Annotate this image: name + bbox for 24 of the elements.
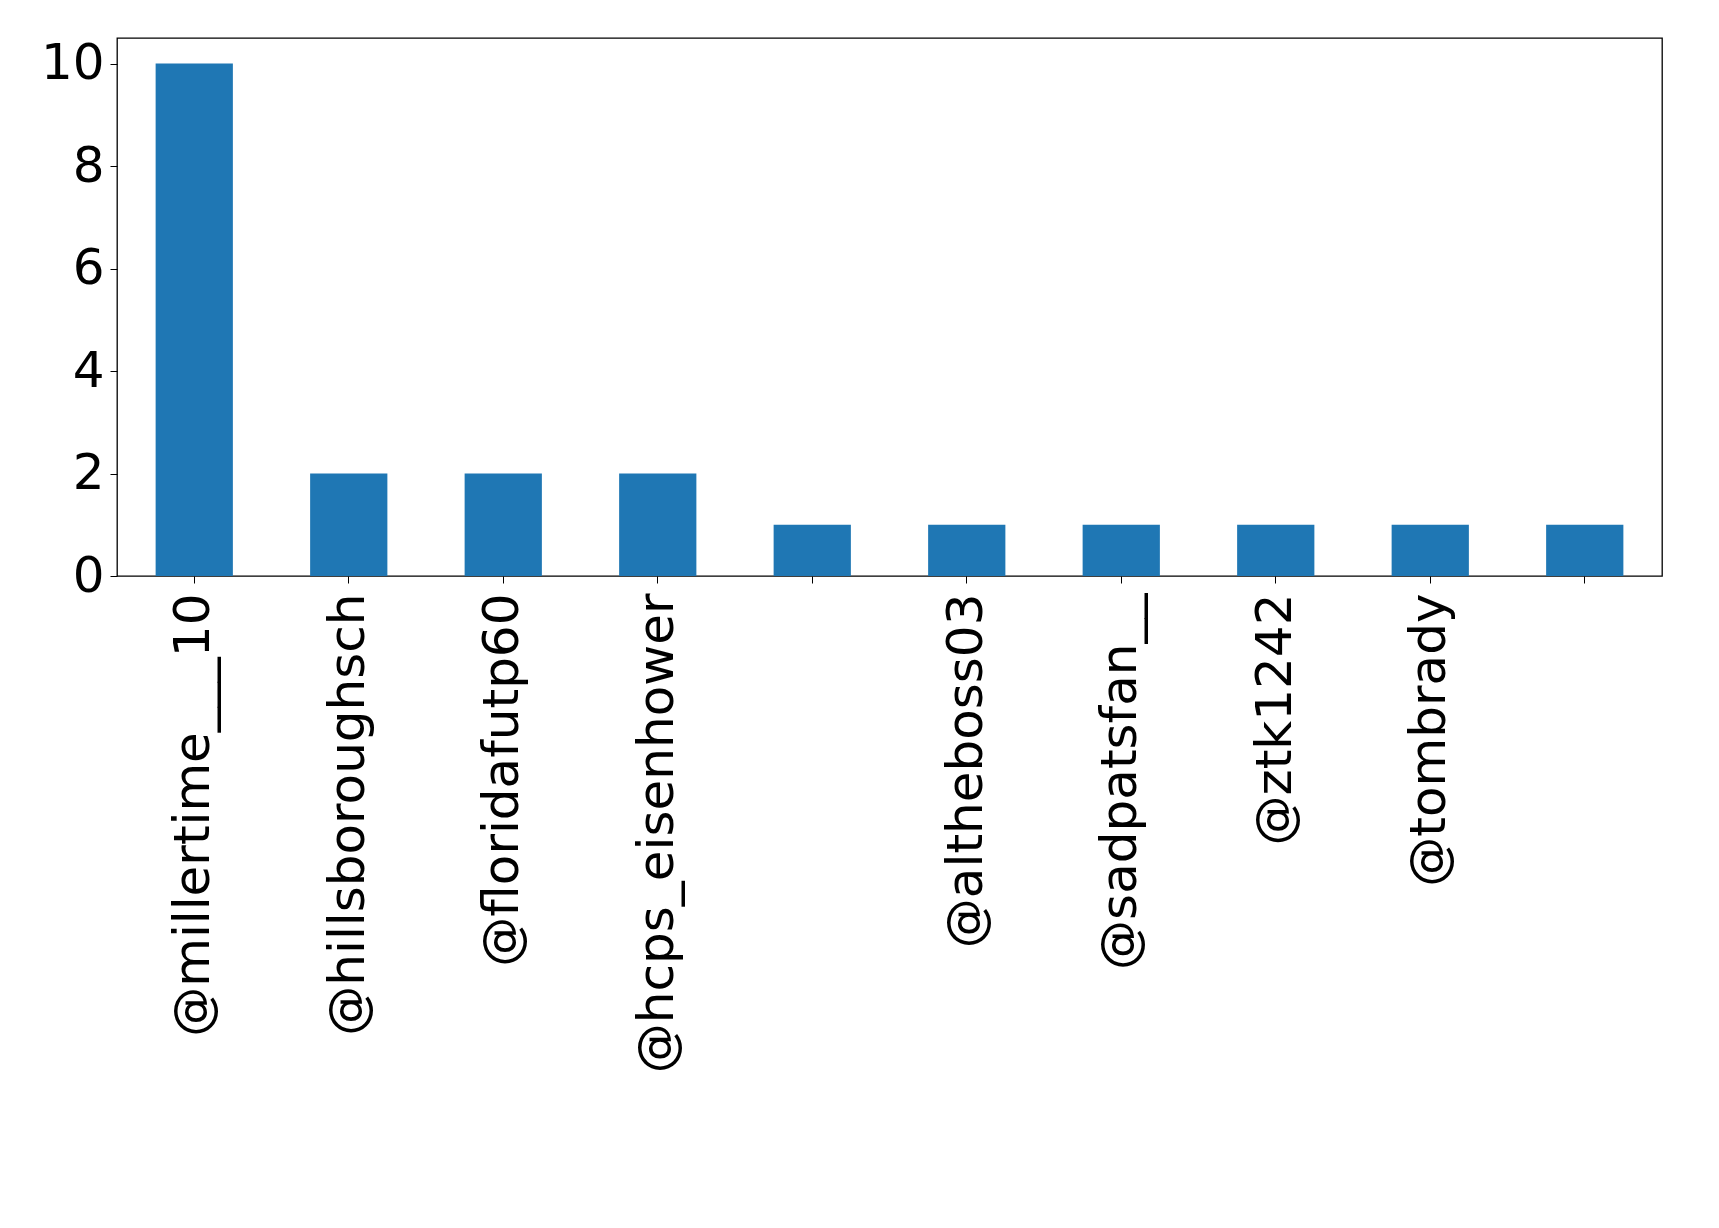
bar (1546, 524, 1624, 576)
x-tick-label: @hillsboroughsch (317, 593, 376, 1036)
bar (464, 473, 542, 576)
x-tick-label: @ztk1242 (1244, 593, 1303, 846)
y-tick-label: 2 (72, 443, 105, 502)
x-tick-label: @floridafutp60 (472, 593, 531, 967)
bar (155, 63, 233, 576)
y-tick-label: 0 (72, 545, 105, 604)
y-tick-label: 4 (72, 340, 105, 399)
bar (928, 524, 1006, 576)
y-tick-label: 10 (40, 33, 105, 92)
y-tick-label: 6 (72, 238, 105, 297)
bar (773, 524, 851, 576)
bar (619, 473, 697, 576)
x-tick-label: @sadpatsfan__ (1090, 592, 1149, 970)
x-tick-label: @millertime___10 (163, 593, 222, 1037)
bar (1391, 524, 1469, 576)
x-tick-label: @hcps_eisenhower (626, 593, 685, 1074)
bar (1082, 524, 1160, 576)
x-tick-label: @tombrady (1399, 593, 1458, 887)
bar (1237, 524, 1315, 576)
y-tick-label: 8 (72, 135, 105, 194)
x-tick-label: @altheboss03 (935, 593, 994, 949)
bar (310, 473, 388, 576)
